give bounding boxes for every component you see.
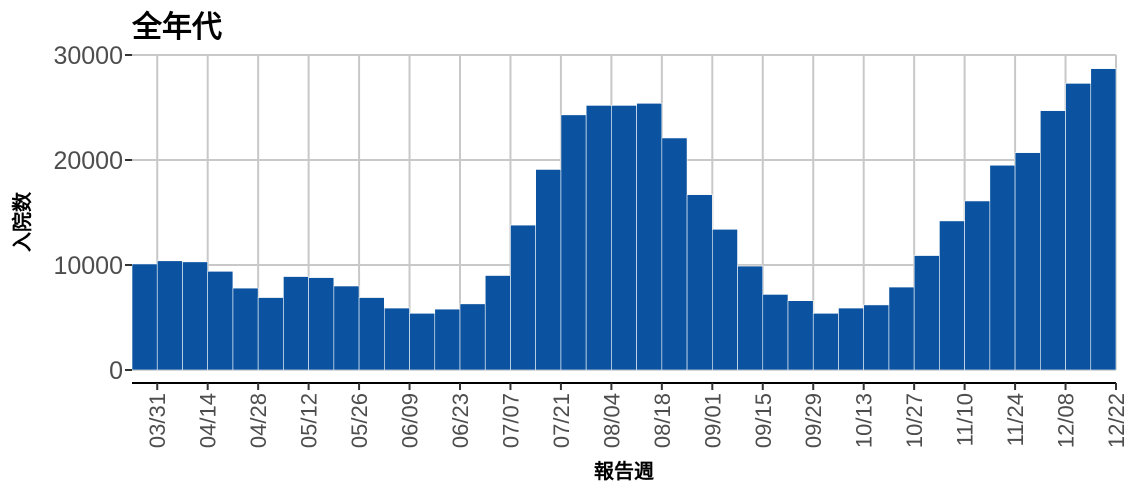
bar <box>510 224 536 371</box>
bar <box>207 270 234 371</box>
x-axis-label: 報告週 <box>594 459 654 483</box>
x-tick-label: 09/15 <box>751 393 776 448</box>
bar <box>459 303 486 371</box>
x-tick-label: 04/28 <box>246 393 271 448</box>
x-tick-label: 09/29 <box>801 393 826 448</box>
x-tick-label: 05/26 <box>347 393 372 448</box>
bar <box>787 300 814 371</box>
x-tick-label: 07/21 <box>549 393 574 448</box>
bar <box>434 308 461 371</box>
x-tick-label: 07/07 <box>498 393 523 448</box>
bar <box>358 297 385 371</box>
x-tick-label: 03/31 <box>145 393 170 448</box>
bar <box>636 103 663 371</box>
bar <box>182 261 208 371</box>
bar <box>939 220 965 371</box>
x-ticks: 03/31 04/14 04/28 05/12 05/26 06/09 06/23 07/07… <box>145 383 1129 448</box>
bar <box>913 255 940 371</box>
y-tick-label: 0 <box>109 357 123 385</box>
bar <box>737 265 764 371</box>
bar <box>308 277 335 371</box>
x-tick-label: 11/24 <box>1003 393 1028 446</box>
y-tick-label: 10000 <box>53 252 123 280</box>
y-axis-label: 入院数 <box>10 191 34 252</box>
bar <box>989 164 1016 371</box>
bar <box>863 304 890 371</box>
x-tick-label: 04/14 <box>196 393 221 448</box>
bar <box>838 307 864 371</box>
bar <box>560 114 587 371</box>
x-tick-label: 10/27 <box>902 393 927 448</box>
x-tick-label: 06/23 <box>448 393 473 448</box>
bar <box>257 297 284 371</box>
x-tick-label: 08/18 <box>650 393 675 448</box>
bars <box>131 68 1117 371</box>
bar <box>484 275 511 371</box>
y-tick-label: 30000 <box>53 42 123 70</box>
x-tick-label: 09/01 <box>700 393 725 448</box>
bar <box>661 137 688 371</box>
y-tick-label: 20000 <box>53 147 123 175</box>
bar <box>535 169 562 371</box>
bar <box>283 276 309 371</box>
bar <box>333 285 360 371</box>
bar <box>964 200 991 371</box>
x-tick-label: 10/13 <box>852 393 877 448</box>
x-tick-label: 06/09 <box>398 393 423 448</box>
x-tick-label: 08/04 <box>599 393 624 448</box>
bar <box>131 263 158 371</box>
y-ticks: 0 10000 20000 30000 <box>53 42 132 385</box>
x-tick-label: 05/12 <box>297 393 322 448</box>
bar <box>585 105 612 371</box>
x-tick-label: 11/10 <box>953 393 978 446</box>
bar <box>232 287 259 371</box>
bar <box>384 307 410 371</box>
bar <box>1065 83 1092 371</box>
bar <box>1040 110 1066 371</box>
bar <box>762 294 789 371</box>
bar <box>409 312 436 371</box>
bar <box>156 260 183 371</box>
chart-title: 全年代 <box>131 10 222 45</box>
bar <box>712 229 738 371</box>
bar <box>611 105 637 371</box>
bar <box>812 312 839 371</box>
x-tick-label: 12/08 <box>1054 393 1079 448</box>
x-tick-label: 12/22 <box>1104 393 1129 448</box>
bar <box>1014 152 1041 371</box>
bar <box>1090 68 1117 371</box>
bar <box>888 286 915 371</box>
bar <box>686 194 713 371</box>
